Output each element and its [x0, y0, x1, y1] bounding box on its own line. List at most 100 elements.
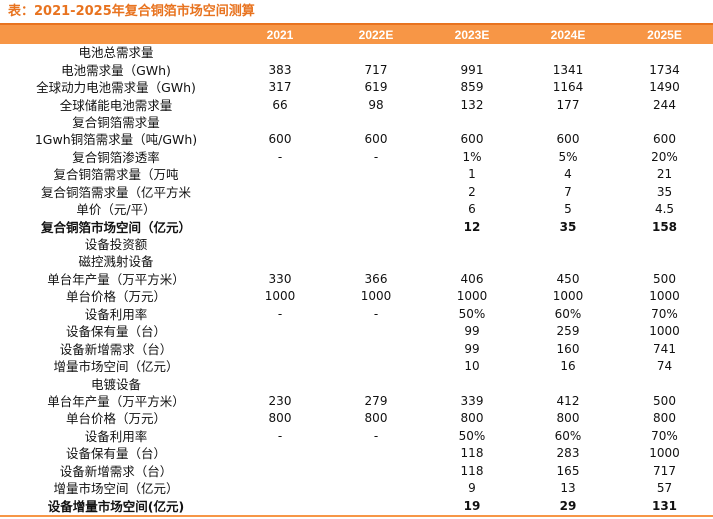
table-cell: 717 — [364, 62, 388, 77]
table-cell — [520, 236, 616, 253]
table-cell: 99 — [464, 324, 480, 339]
table-row: 设备新增需求（台） 118 165 717 — [0, 463, 713, 480]
table-cell: 406 — [460, 271, 484, 286]
row-label: 电镀设备 — [90, 376, 141, 392]
table-cell: 118 — [460, 463, 484, 478]
table-cell — [328, 445, 424, 462]
row-label: 设备保有量（台） — [65, 446, 166, 462]
header-row: 2021 2022E 2023E 2024E 2025E — [0, 25, 713, 44]
table-row: 全球储能电池需求量 66 98 132 177 244 — [0, 96, 713, 113]
table-cell — [328, 497, 424, 517]
table-cell: 230 — [268, 393, 292, 408]
table-cell — [328, 184, 424, 201]
table-cell: - — [373, 149, 379, 164]
table-cell: 165 — [556, 463, 580, 478]
table-cell: 600 — [364, 132, 388, 147]
table-cell: 800 — [268, 411, 292, 426]
table-cell: 1000 — [649, 289, 680, 304]
row-label: 设备新增需求（台） — [59, 341, 173, 357]
table-cell — [232, 184, 328, 201]
column-header: 2021 — [232, 25, 328, 44]
column-header: 2025E — [616, 25, 713, 44]
table-row: 增量市场空间（亿元） 10 16 74 — [0, 358, 713, 375]
table-cell: 259 — [556, 324, 580, 339]
table-cell — [520, 44, 616, 61]
data-table: 2021 2022E 2023E 2024E 2025E 电池总需求量 电池需求量… — [0, 25, 713, 517]
table-cell — [616, 375, 713, 392]
table-cell — [328, 218, 424, 235]
table-row: 单台价格（万元） 800 800 800 800 800 — [0, 410, 713, 427]
row-label: 1Gwh铜箔需求量（吨/GWh) — [34, 132, 198, 148]
table-cell — [616, 114, 713, 131]
table-cell: 29 — [520, 497, 616, 517]
table-cell: 132 — [460, 97, 484, 112]
table-cell: 74 — [656, 359, 673, 374]
table-row: 电池需求量（GWh) 383 717 991 1341 1734 — [0, 61, 713, 78]
row-label: 复合铜箔需求量（万吨 — [53, 167, 179, 183]
table-cell: 366 — [364, 271, 388, 286]
table-cell: 60% — [554, 428, 582, 443]
table-cell — [232, 166, 328, 183]
table-cell — [232, 323, 328, 340]
table-cell: 1341 — [552, 62, 584, 77]
table-cell: 4 — [564, 167, 572, 182]
table-row: 全球动力电池需求量（GWh) 317 619 859 1164 1490 — [0, 79, 713, 96]
table-row: 设备利用率 - - 50% 60% 70% — [0, 428, 713, 445]
table-cell — [232, 358, 328, 375]
table-cell — [232, 375, 328, 392]
table-cell: 330 — [268, 271, 292, 286]
row-label: 复合铜箔需求量 — [72, 114, 160, 130]
table-cell: 1164 — [552, 80, 584, 95]
row-label: 复合铜箔市场空间（亿元） — [40, 219, 191, 235]
table-cell — [328, 323, 424, 340]
row-label: 全球储能电池需求量 — [59, 97, 173, 113]
table-cell: 20% — [651, 149, 678, 164]
table-cell: 9 — [468, 481, 476, 496]
table-cell: 70% — [651, 428, 678, 443]
table-cell: 98 — [368, 97, 384, 112]
table-cell: 600 — [460, 132, 484, 147]
table-cell: 60% — [554, 306, 582, 321]
table-cell: 35 — [559, 219, 577, 234]
table-cell: 339 — [460, 393, 484, 408]
table-cell — [520, 375, 616, 392]
table-cell — [232, 497, 328, 517]
table-cell: 500 — [653, 393, 676, 408]
row-label: 全球动力电池需求量（GWh) — [36, 80, 196, 96]
table-cell: 800 — [460, 411, 484, 426]
table-cell — [232, 340, 328, 357]
table-cell — [328, 114, 424, 131]
table-cell: 35 — [656, 184, 673, 199]
table-row: 单台价格（万元） 1000 1000 1000 1000 1000 — [0, 288, 713, 305]
table-row: 磁控溅射设备 — [0, 253, 713, 270]
table-cell: 741 — [653, 341, 676, 356]
table-cell — [424, 236, 520, 253]
table-row: 设备保有量（台） 118 283 1000 — [0, 445, 713, 462]
table-cell: 412 — [556, 393, 580, 408]
row-label: 电池总需求量 — [78, 45, 154, 61]
table-cell — [232, 201, 328, 218]
table-row: 单价（元/平） 6 5 4.5 — [0, 201, 713, 218]
table-cell — [328, 375, 424, 392]
column-header: 2023E — [424, 25, 520, 44]
table-row: 单台年产量（万平方米） 330 366 406 450 500 — [0, 271, 713, 288]
table-cell — [616, 44, 713, 61]
row-label: 单台价格（万元） — [65, 289, 166, 305]
table-row: 设备保有量（台） 99 259 1000 — [0, 323, 713, 340]
table-cell: 279 — [364, 393, 388, 408]
row-label: 设备新增需求（台） — [59, 463, 173, 479]
table-cell — [328, 480, 424, 497]
table-cell: 1000 — [649, 446, 680, 461]
table-cell — [232, 44, 328, 61]
table-cell: 70% — [651, 306, 678, 321]
table-cell: 600 — [653, 132, 676, 147]
table-row: 复合铜箔渗透率 - - 1% 5% 20% — [0, 149, 713, 166]
table-cell: 10 — [464, 359, 480, 374]
table-row: 增量市场空间（亿元） 9 13 57 — [0, 480, 713, 497]
row-label: 单台年产量（万平方米） — [47, 271, 185, 287]
table-row: 复合铜箔市场空间（亿元） 12 35 158 — [0, 218, 713, 235]
column-header — [0, 25, 232, 44]
table-cell: 118 — [460, 446, 484, 461]
table-cell — [520, 114, 616, 131]
table-cell: 800 — [556, 411, 580, 426]
